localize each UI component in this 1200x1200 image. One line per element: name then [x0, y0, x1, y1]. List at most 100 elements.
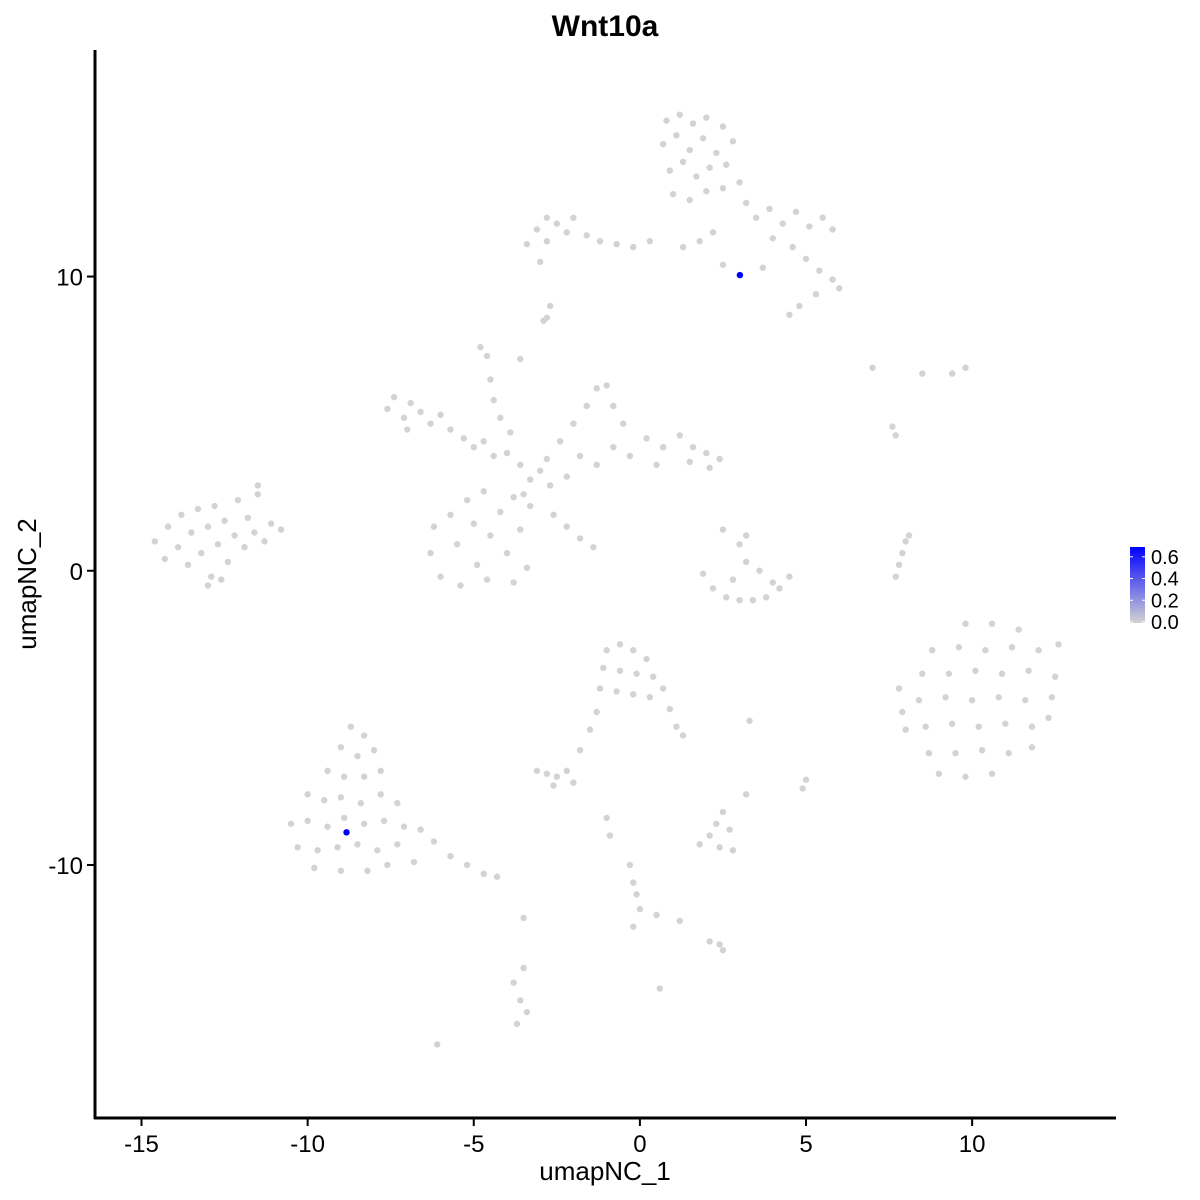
cell-point	[570, 214, 577, 221]
cell-point	[513, 1020, 521, 1028]
cell-point	[982, 646, 989, 654]
cell-point	[151, 538, 159, 545]
cell-point	[510, 494, 517, 501]
cell-point	[713, 820, 720, 827]
cell-point	[483, 352, 491, 360]
cell-point	[537, 467, 544, 474]
cell-point	[929, 646, 936, 654]
cell-point	[679, 158, 687, 166]
colorbar-tick-label: 0.6	[1151, 547, 1179, 569]
cell-point	[988, 770, 996, 777]
y-tick-label: -10	[48, 853, 83, 880]
cell-point	[915, 697, 923, 704]
cell-point	[762, 594, 770, 601]
cell-point	[643, 435, 650, 442]
cell-point	[786, 573, 793, 580]
cell-point	[214, 541, 222, 548]
cell-point	[616, 667, 624, 674]
cell-point	[490, 396, 497, 404]
cell-point	[699, 570, 707, 577]
cell-point	[546, 302, 554, 310]
cell-point	[729, 138, 737, 145]
cell-point	[779, 220, 786, 227]
cell-point	[543, 314, 551, 321]
cell-point	[463, 496, 471, 504]
cell-point	[706, 938, 713, 945]
cell-point	[962, 773, 969, 780]
cell-point	[709, 585, 717, 592]
cell-point	[633, 670, 640, 677]
cell-point	[656, 985, 664, 992]
y-tick-label: 10	[56, 265, 83, 292]
cell-point	[836, 285, 843, 292]
cell-point	[1048, 694, 1056, 701]
cell-point	[630, 923, 637, 930]
cell-point	[517, 526, 524, 533]
cell-point	[430, 523, 438, 530]
cell-point	[576, 535, 584, 542]
cell-point	[493, 873, 501, 880]
cell-point	[952, 749, 959, 757]
chart-title: Wnt10a	[552, 10, 659, 43]
cell-point	[520, 914, 527, 922]
cell-point	[357, 799, 364, 807]
cell-point	[553, 220, 561, 227]
cell-point	[659, 140, 667, 148]
cell-point	[812, 290, 820, 298]
cell-point	[161, 555, 168, 563]
cell-point	[706, 464, 713, 471]
cell-point	[716, 455, 723, 463]
cell-point	[769, 235, 776, 242]
cell-point	[636, 905, 644, 913]
cell-point	[679, 243, 687, 251]
cell-point	[360, 732, 368, 739]
cell-point	[347, 723, 355, 730]
cell-point	[164, 523, 172, 530]
cell-point	[517, 461, 524, 469]
cell-point	[713, 149, 720, 157]
cell-point	[370, 747, 378, 754]
cell-point	[377, 767, 384, 775]
cell-point	[533, 226, 541, 233]
cell-point	[517, 355, 524, 363]
cell-point	[1008, 644, 1016, 651]
cell-point	[699, 135, 707, 142]
cell-point	[261, 538, 268, 545]
cell-point	[570, 779, 577, 786]
expressing-cell-point	[736, 271, 744, 279]
cell-point	[447, 852, 454, 860]
cell-point	[942, 694, 949, 701]
cell-point	[447, 426, 454, 433]
cell-point	[1022, 697, 1029, 704]
colorbar-tick-label: 0.4	[1151, 569, 1179, 591]
cell-point	[796, 302, 803, 310]
cell-point	[543, 214, 551, 221]
cell-point	[962, 620, 969, 627]
cell-point	[676, 111, 683, 118]
cell-point	[576, 452, 584, 460]
cell-point	[922, 723, 929, 730]
cell-point	[789, 243, 796, 251]
cell-point	[556, 438, 564, 445]
cell-point	[630, 879, 637, 886]
cell-point	[603, 646, 610, 654]
cell-point	[437, 411, 444, 419]
cell-point	[407, 399, 414, 407]
cell-point	[869, 364, 876, 371]
cell-point	[550, 782, 557, 789]
cell-point	[593, 385, 600, 392]
cell-point	[799, 785, 806, 792]
cell-point	[460, 435, 467, 442]
cell-point	[892, 573, 899, 580]
colorbar	[1130, 547, 1145, 623]
cell-point	[719, 185, 727, 192]
cell-point	[666, 167, 673, 174]
cell-point	[354, 752, 361, 760]
cell-point	[975, 723, 982, 730]
cell-point	[716, 941, 723, 948]
x-tick-label: -15	[124, 1131, 159, 1158]
cell-point	[384, 861, 391, 869]
cell-point	[453, 541, 461, 548]
cell-point	[610, 443, 617, 451]
cell-point	[620, 420, 627, 427]
